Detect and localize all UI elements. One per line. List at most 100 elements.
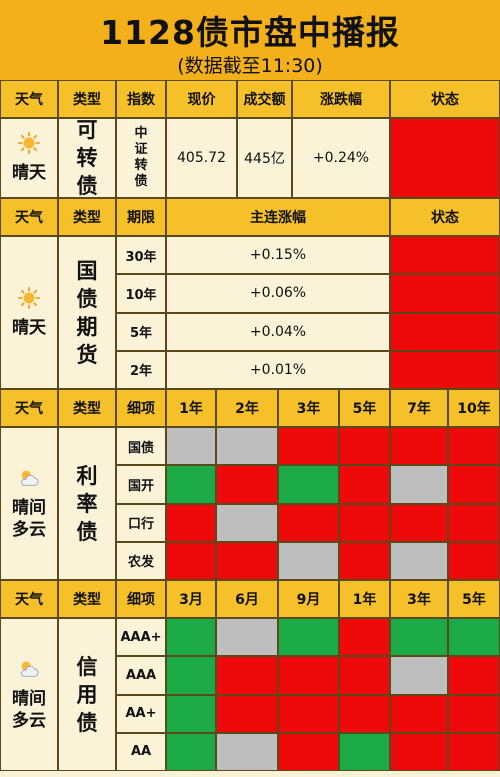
s4-heat-cell (339, 694, 390, 733)
s1-header-3: 现价 (166, 80, 237, 118)
s4-header-3: 3月 (166, 580, 216, 618)
s1-index: 中证转债 (116, 118, 166, 198)
partly-cloudy-icon (18, 658, 40, 688)
s4-heat-cell (339, 618, 390, 657)
s2-change-3-text: +0.01% (249, 361, 307, 378)
s4-label-2: AA+ (116, 694, 166, 733)
s2-change-2: +0.04% (166, 312, 390, 351)
s3-header-8: 10年 (448, 389, 500, 427)
s2-header-1-text: 类型 (73, 210, 101, 226)
s1-header-1: 类型 (58, 80, 116, 118)
s4-header-4: 6月 (216, 580, 278, 618)
s4-header-1-text: 类型 (73, 592, 101, 608)
s3-header-2-text: 细项 (127, 401, 155, 417)
page-subtitle: (数据截至11:30) (177, 55, 323, 77)
s4-heat-cell (278, 618, 339, 657)
s3-type-text: 利率债 (76, 463, 98, 544)
s2-term-1-text: 10年 (125, 287, 157, 303)
s3-header-5-text: 3年 (296, 401, 321, 417)
s4-header-8-text: 5年 (462, 592, 486, 608)
s3-heat-cell (448, 465, 500, 504)
s4-header-2: 细项 (116, 580, 166, 618)
s2-change-1: +0.06% (166, 274, 390, 313)
s2-header-2: 期限 (116, 198, 166, 236)
s4-label-3: AA (116, 732, 166, 771)
sun-icon (18, 132, 40, 162)
s3-heat-cell (339, 541, 390, 580)
s3-weather-label: 晴间多云 (12, 497, 46, 540)
s2-status-cell-1 (390, 274, 500, 313)
s3-heat-cell (448, 427, 500, 466)
s3-heat-cell (166, 465, 216, 504)
s3-heat-cell (390, 465, 448, 504)
s3-header-3: 1年 (166, 389, 216, 427)
s4-header-6: 1年 (339, 580, 390, 618)
s3-header-2: 细项 (116, 389, 166, 427)
s4-header-4-text: 6月 (235, 592, 259, 608)
s4-heat-cell (390, 656, 448, 695)
s1-header-4-text: 成交额 (243, 92, 286, 108)
s4-weather: 晴间多云 (0, 618, 58, 771)
s4-label-0-text: AAA+ (120, 629, 162, 645)
s4-header-0-text: 天气 (15, 592, 43, 608)
s4-heat-cell (390, 618, 448, 657)
s4-header-6-text: 1年 (352, 592, 377, 608)
s4-heat-cell (166, 732, 216, 771)
s4-heat-cell (339, 732, 390, 771)
s2-weather: 晴天 (0, 236, 58, 389)
s2-term-3-text: 2年 (129, 364, 153, 380)
s3-header-7-text: 7年 (407, 401, 431, 417)
s4-heat-cell (448, 656, 500, 695)
s3-heat-cell (278, 503, 339, 542)
s4-header-5-text: 9月 (296, 592, 321, 608)
s3-weather: 晴间多云 (0, 427, 58, 580)
s1-price-text: 405.72 (177, 150, 226, 166)
s3-heat-cell (390, 541, 448, 580)
s4-header-7-text: 3年 (407, 592, 431, 608)
s4-label-0: AAA+ (116, 618, 166, 657)
s4-heat-cell (216, 694, 278, 733)
s3-header-6-text: 5年 (352, 401, 377, 417)
s4-heat-cell (278, 732, 339, 771)
s4-header-5: 9月 (278, 580, 339, 618)
s1-weather-label: 晴天 (12, 163, 46, 183)
s2-type: 国债期货 (58, 236, 116, 389)
s1-header-3-text: 现价 (187, 92, 216, 108)
s1-status-cell (390, 118, 500, 198)
s3-heat-cell (339, 465, 390, 504)
s1-type-text: 可转债 (76, 118, 98, 198)
s1-header-2: 指数 (116, 80, 166, 118)
s2-status-cell-2 (390, 312, 500, 351)
s2-term-1: 10年 (116, 274, 166, 313)
s2-header-0-text: 天气 (15, 210, 43, 226)
s4-header-0: 天气 (0, 580, 58, 618)
s1-index-text: 中证转债 (134, 126, 148, 189)
s2-term-0: 30年 (116, 236, 166, 275)
s3-heat-cell (166, 503, 216, 542)
s3-header-1-text: 类型 (73, 401, 101, 417)
s3-label-3: 农发 (116, 541, 166, 580)
s3-heat-cell (216, 503, 278, 542)
s4-label-1-text: AAA (125, 667, 157, 683)
s2-header-3-text: 主连涨幅 (250, 210, 306, 226)
s1-type: 可转债 (58, 118, 116, 198)
s2-change-2-text: +0.04% (249, 323, 307, 340)
s3-label-0-text: 国债 (127, 440, 154, 456)
s3-heat-cell (390, 503, 448, 542)
s4-label-3-text: AA (130, 744, 152, 760)
s1-header-6: 状态 (390, 80, 500, 118)
s4-heat-cell (448, 694, 500, 733)
s4-heat-cell (448, 618, 500, 657)
s4-heat-cell (166, 694, 216, 733)
s3-header-8-text: 10年 (457, 401, 491, 417)
s4-header-7: 3年 (390, 580, 448, 618)
s4-heat-cell (390, 694, 448, 733)
s3-type: 利率债 (58, 427, 116, 580)
s2-term-3: 2年 (116, 350, 166, 389)
s1-volume: 445亿 (237, 118, 292, 198)
s2-type-text: 国债期货 (76, 258, 98, 367)
s2-term-0-text: 30年 (125, 249, 157, 265)
s3-heat-cell (448, 541, 500, 580)
s3-header-6: 5年 (339, 389, 390, 427)
